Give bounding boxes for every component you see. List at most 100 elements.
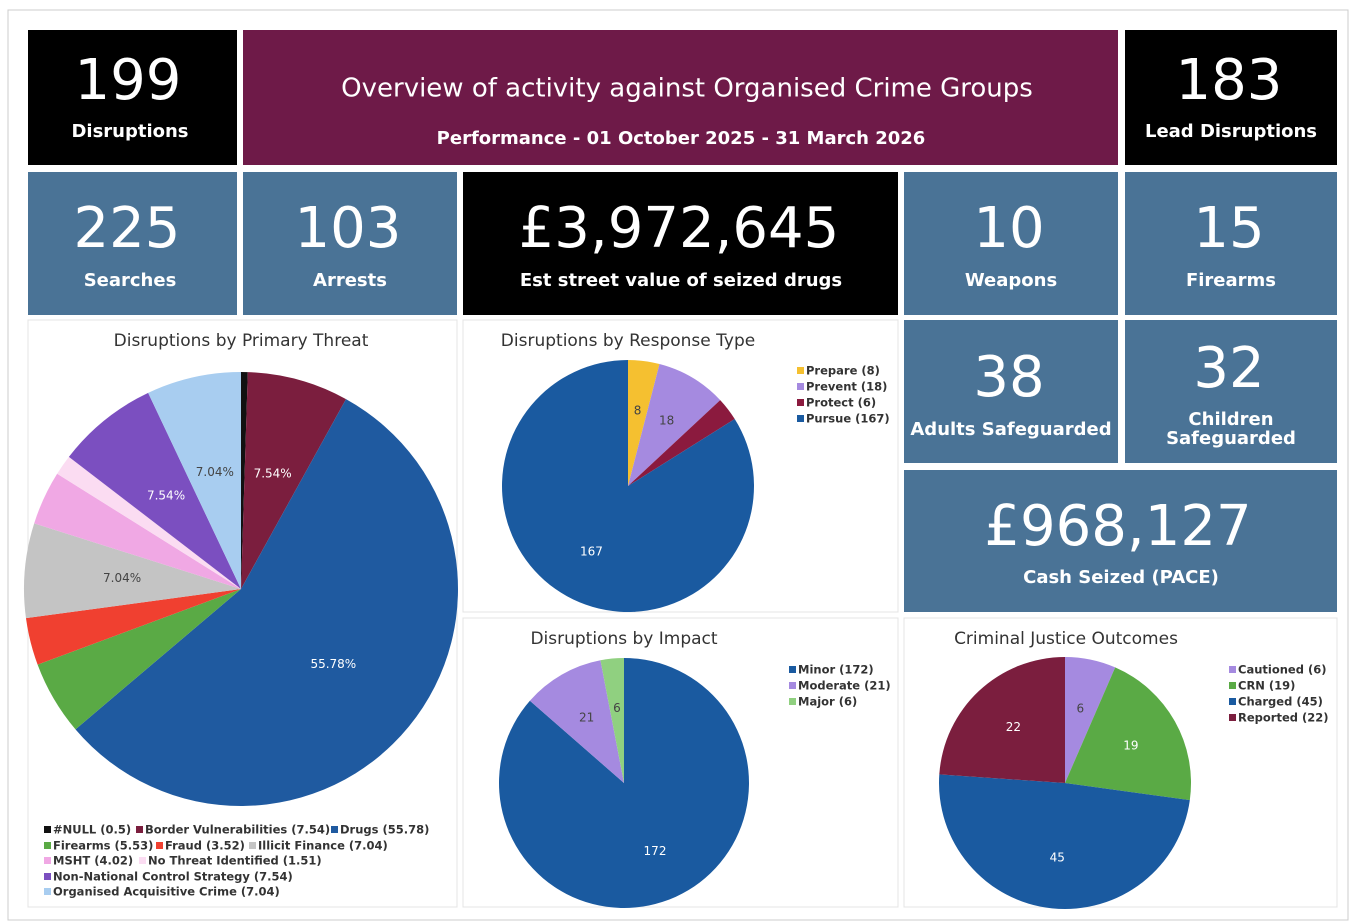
tile-label: Searches bbox=[84, 270, 177, 291]
pie-slice bbox=[529, 660, 624, 783]
legend-entry: Charged (45) bbox=[1238, 695, 1323, 709]
tile-label-box: Children Safeguarded bbox=[1166, 410, 1296, 449]
legend-swatch bbox=[44, 842, 51, 849]
tile bbox=[1125, 320, 1337, 463]
pie-slice bbox=[34, 473, 241, 589]
legend-entry: Prepare (8) bbox=[806, 364, 880, 378]
legend-swatch bbox=[1229, 698, 1236, 705]
legend-swatch bbox=[156, 842, 163, 849]
legend-swatch bbox=[44, 888, 51, 895]
legend-swatch bbox=[44, 826, 51, 833]
legend-entry: Cautioned (6) bbox=[1238, 663, 1326, 677]
legend-entry: Fraud (3.52) bbox=[165, 839, 245, 853]
legend-entry: Protect (6) bbox=[806, 396, 876, 410]
legend-entry: Pursue (167) bbox=[806, 412, 890, 426]
tile bbox=[243, 172, 457, 315]
data-label: 6 bbox=[1077, 701, 1085, 715]
pie-slice bbox=[25, 589, 241, 665]
chart-title: Disruptions by Response Type bbox=[501, 331, 755, 351]
tile-value: 10 bbox=[973, 196, 1044, 261]
tile bbox=[904, 320, 1118, 463]
tile-label: Est street value of seized drugs bbox=[520, 270, 842, 291]
pie-slice bbox=[628, 360, 660, 486]
pie-slice bbox=[241, 372, 346, 589]
legend-entry: Moderate (21) bbox=[798, 679, 891, 693]
tile-value: 199 bbox=[75, 48, 182, 113]
banner bbox=[243, 30, 1118, 165]
data-label: 21 bbox=[579, 710, 594, 724]
pie-slice bbox=[1065, 667, 1191, 801]
pie-slice bbox=[939, 657, 1065, 783]
pie-slice bbox=[241, 372, 248, 589]
legend-entry: Drugs (55.78) bbox=[340, 823, 429, 837]
legend-entry: Organised Acquisitive Crime (7.04) bbox=[53, 885, 280, 899]
legend-swatch bbox=[797, 367, 804, 374]
pie-slice bbox=[75, 399, 458, 806]
data-label: 7.04% bbox=[103, 571, 141, 585]
legend-entry: Illicit Finance (7.04) bbox=[258, 839, 388, 853]
pie-slice bbox=[502, 360, 754, 613]
legend-entry: Border Vulnerabilities (7.54) bbox=[145, 823, 330, 837]
tile-label: Children Safeguarded bbox=[1166, 410, 1296, 449]
tile-value: 38 bbox=[973, 345, 1044, 410]
legend-swatch bbox=[1229, 682, 1236, 689]
pie-slice bbox=[37, 589, 241, 730]
legend-entry: Minor (172) bbox=[798, 663, 874, 677]
data-label: 7.54% bbox=[147, 489, 185, 503]
data-label: 45 bbox=[1050, 851, 1065, 865]
tile-label: Lead Disruptions bbox=[1145, 121, 1317, 142]
tile-value: 225 bbox=[74, 196, 181, 261]
pie-slice bbox=[23, 523, 241, 619]
tile bbox=[463, 172, 898, 315]
data-label: 6 bbox=[613, 701, 621, 715]
banner-title: Overview of activity against Organised C… bbox=[341, 74, 1033, 104]
legend-swatch bbox=[44, 857, 51, 864]
legend-entry: Reported (22) bbox=[1238, 711, 1329, 725]
chart-title: Criminal Justice Outcomes bbox=[954, 629, 1178, 649]
legend-entry: #NULL (0.5) bbox=[53, 823, 131, 837]
pie-slice bbox=[600, 658, 624, 783]
legend-swatch bbox=[1229, 666, 1236, 673]
data-label: 8 bbox=[634, 404, 642, 418]
tile-value: 32 bbox=[1193, 336, 1264, 401]
tile-label: Adults Safeguarded bbox=[910, 419, 1111, 440]
legend-swatch bbox=[797, 399, 804, 406]
pie-slice bbox=[1065, 657, 1116, 783]
data-label: 7.54% bbox=[254, 466, 292, 480]
tile bbox=[28, 172, 237, 315]
data-label: 18 bbox=[659, 414, 674, 428]
data-label: 7.04% bbox=[196, 465, 234, 479]
banner-subtitle: Performance - 01 October 2025 - 31 March… bbox=[437, 128, 926, 149]
tile-label: Arrests bbox=[313, 270, 387, 291]
tile bbox=[904, 470, 1337, 612]
legend-entry: Prevent (18) bbox=[806, 380, 887, 394]
legend-entry: Non-National Control Strategy (7.54) bbox=[53, 870, 293, 884]
tile-label: Disruptions bbox=[71, 121, 188, 142]
pie-slice bbox=[939, 774, 1190, 910]
data-label: 55.78% bbox=[310, 657, 356, 671]
legend-swatch bbox=[789, 666, 796, 673]
data-label: 22 bbox=[1006, 720, 1021, 734]
data-label: 167 bbox=[580, 545, 603, 559]
tile bbox=[28, 30, 237, 165]
tile-label: Cash Seized (PACE) bbox=[1023, 567, 1219, 588]
tile-label: Firearms bbox=[1186, 270, 1276, 291]
data-label: 19 bbox=[1123, 738, 1138, 752]
tile bbox=[904, 172, 1118, 315]
pie-slice bbox=[498, 658, 749, 909]
tile-value: £3,972,645 bbox=[519, 196, 840, 261]
legend-swatch bbox=[1229, 714, 1236, 721]
pie-slice bbox=[148, 372, 241, 589]
legend-entry: Firearms (5.53) bbox=[53, 839, 153, 853]
pie-slice bbox=[628, 363, 721, 486]
tile-value: £968,127 bbox=[984, 494, 1251, 559]
tile-value: 183 bbox=[1176, 48, 1283, 113]
pie-slice bbox=[68, 392, 242, 589]
legend-swatch bbox=[249, 842, 256, 849]
legend-swatch bbox=[331, 826, 338, 833]
legend-swatch bbox=[797, 415, 804, 422]
pie-slice bbox=[57, 456, 242, 589]
legend-swatch bbox=[44, 873, 51, 880]
tile bbox=[1125, 30, 1337, 165]
